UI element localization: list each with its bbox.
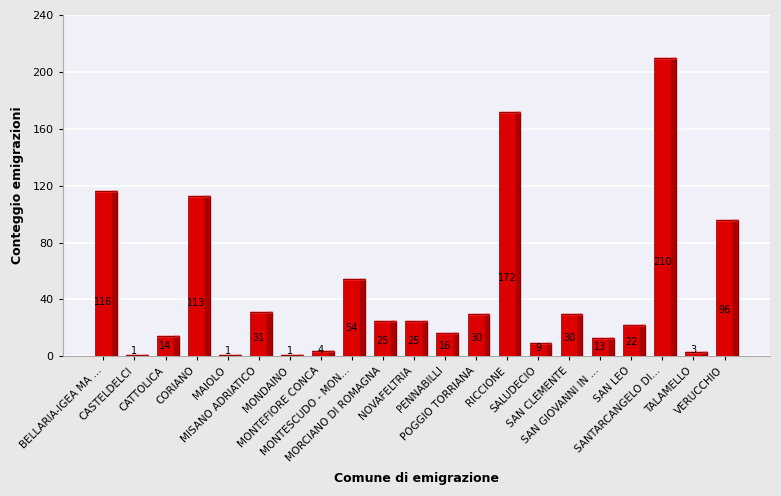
Bar bbox=[622, 325, 640, 356]
Text: 1: 1 bbox=[131, 346, 137, 356]
Polygon shape bbox=[267, 312, 272, 356]
Polygon shape bbox=[423, 321, 427, 356]
Bar bbox=[126, 355, 143, 356]
Text: 116: 116 bbox=[95, 297, 112, 307]
Text: 25: 25 bbox=[376, 336, 389, 346]
Text: 22: 22 bbox=[625, 337, 637, 347]
Polygon shape bbox=[640, 325, 644, 356]
Bar bbox=[685, 352, 702, 356]
Text: 3: 3 bbox=[690, 345, 697, 355]
Bar bbox=[498, 112, 515, 356]
Bar bbox=[592, 338, 609, 356]
Polygon shape bbox=[330, 351, 334, 356]
Text: 30: 30 bbox=[563, 333, 576, 343]
Polygon shape bbox=[360, 279, 365, 356]
Bar bbox=[188, 195, 205, 356]
Polygon shape bbox=[174, 336, 179, 356]
Bar bbox=[374, 321, 391, 356]
Bar bbox=[530, 343, 547, 356]
Polygon shape bbox=[671, 58, 676, 356]
Polygon shape bbox=[298, 355, 303, 356]
Polygon shape bbox=[391, 321, 396, 356]
Text: 9: 9 bbox=[535, 343, 541, 353]
Text: 31: 31 bbox=[252, 333, 265, 343]
Text: 210: 210 bbox=[653, 257, 672, 267]
Text: 13: 13 bbox=[594, 342, 606, 352]
Bar bbox=[405, 321, 423, 356]
Bar bbox=[561, 313, 578, 356]
Polygon shape bbox=[236, 355, 241, 356]
Polygon shape bbox=[547, 343, 551, 356]
Text: 1: 1 bbox=[225, 346, 230, 356]
Text: 1: 1 bbox=[287, 346, 293, 356]
Text: 14: 14 bbox=[159, 341, 172, 351]
Bar bbox=[281, 355, 298, 356]
Polygon shape bbox=[454, 333, 458, 356]
Bar bbox=[312, 351, 330, 356]
Text: 25: 25 bbox=[408, 336, 420, 346]
X-axis label: Comune di emigrazione: Comune di emigrazione bbox=[333, 472, 499, 485]
Polygon shape bbox=[205, 195, 210, 356]
Bar bbox=[468, 313, 485, 356]
Y-axis label: Conteggio emigrazioni: Conteggio emigrazioni bbox=[11, 107, 24, 264]
Polygon shape bbox=[143, 355, 148, 356]
Polygon shape bbox=[609, 338, 614, 356]
Polygon shape bbox=[112, 191, 116, 356]
Bar bbox=[157, 336, 174, 356]
Polygon shape bbox=[733, 220, 738, 356]
Text: 4: 4 bbox=[318, 345, 324, 355]
Text: 96: 96 bbox=[719, 306, 731, 315]
Bar bbox=[437, 333, 454, 356]
Polygon shape bbox=[578, 313, 583, 356]
Bar bbox=[654, 58, 671, 356]
Bar bbox=[716, 220, 733, 356]
Bar bbox=[95, 191, 112, 356]
Text: 172: 172 bbox=[497, 273, 516, 283]
Text: 30: 30 bbox=[470, 333, 482, 343]
Polygon shape bbox=[485, 313, 489, 356]
Text: 54: 54 bbox=[346, 323, 358, 333]
Bar bbox=[219, 355, 236, 356]
Bar bbox=[344, 279, 360, 356]
Bar bbox=[250, 312, 267, 356]
Polygon shape bbox=[702, 352, 707, 356]
Polygon shape bbox=[515, 112, 520, 356]
Text: 113: 113 bbox=[187, 298, 205, 308]
Text: 16: 16 bbox=[439, 341, 451, 351]
